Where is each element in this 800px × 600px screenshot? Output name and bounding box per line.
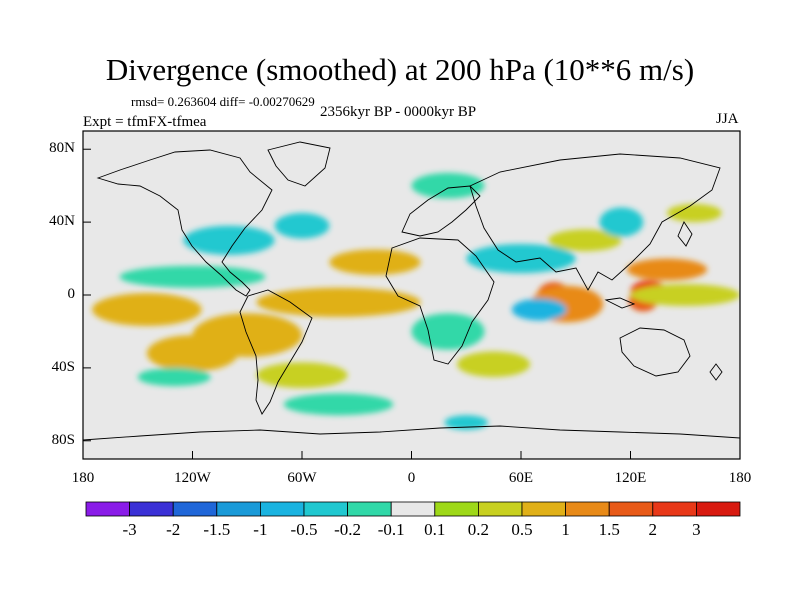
colorbar-swatch [216, 501, 261, 517]
field-region [274, 213, 330, 239]
colorbar-label: 1.5 [598, 520, 620, 539]
field-region [329, 249, 421, 275]
rmsd-diff-stats: rmsd= 0.263604 diff= -0.00270629 [131, 94, 315, 109]
lon-tick-label: 180 [71, 470, 95, 486]
colorbar-label: -2 [166, 520, 181, 539]
colorbar-label: -1.5 [203, 520, 231, 539]
colorbar-swatch [434, 501, 479, 517]
field-region [411, 313, 485, 350]
lon-tick-label: 60W [287, 470, 317, 486]
lat-tick-label: 40S [51, 358, 75, 375]
field-region [466, 243, 576, 274]
lon-tick-label: 120E [614, 470, 647, 486]
field-region [283, 393, 394, 416]
colorbar-label: 0.2 [467, 520, 490, 539]
colorbar-label: 0.5 [511, 520, 533, 539]
field-region [146, 335, 239, 372]
lat-tick-label: 0 [67, 286, 76, 302]
colorbar-label: -0.1 [377, 520, 405, 539]
colorbar-swatch [608, 501, 654, 517]
field-region [667, 203, 722, 223]
colorbar-swatch [172, 501, 218, 517]
colorbar-label: 1 [561, 520, 570, 539]
lat-tick-label: 40N [49, 213, 75, 230]
field-region [411, 172, 485, 199]
field-region [256, 362, 348, 388]
coastlines [83, 141, 740, 441]
field-region [457, 351, 531, 377]
lon-tick-label: 120W [174, 470, 211, 486]
colorbar-swatch [85, 501, 130, 517]
colorbar-swatch [129, 501, 174, 517]
colorbar-label: -1 [253, 520, 268, 539]
field-region [183, 225, 275, 255]
colorbar-label: 0.1 [424, 520, 446, 539]
colorbar [85, 501, 741, 517]
colorbar-swatch [347, 501, 392, 517]
lon-tick-label: 0 [407, 470, 416, 486]
lat-tick-label: 80S [51, 431, 75, 448]
colorbar-swatch [696, 501, 741, 517]
field-region [548, 229, 622, 252]
season-label: JJA [716, 111, 739, 127]
colorbar-label: -3 [122, 520, 137, 539]
colorbar-swatch [390, 501, 436, 517]
colorbar-swatch [477, 501, 523, 517]
lon-tick-label: 60E [508, 470, 534, 486]
colorbar-label: 2 [648, 520, 658, 539]
colorbar-swatch [565, 501, 610, 517]
field-region [137, 367, 211, 387]
experiment-label: Expt = tfmFX-tfmea [83, 114, 207, 130]
field-region [599, 207, 644, 237]
map-title: Divergence (smoothed) at 200 hPa (10**6 … [105, 52, 695, 87]
colorbar-swatch [521, 501, 566, 517]
lat-tick-label: 80N [49, 140, 75, 157]
axis-ticks [82, 148, 741, 459]
time-period-label: 2356kyr BP - 0000kyr BP [320, 104, 477, 120]
field-region [626, 258, 708, 281]
colorbar-label: 3 [692, 520, 701, 539]
colorbar-swatch [259, 501, 305, 517]
field-region [119, 265, 266, 288]
field-region [444, 415, 489, 430]
field-region [256, 287, 421, 317]
field-region [511, 298, 567, 321]
colorbar-label: -0.2 [334, 520, 362, 539]
field-region [630, 284, 740, 306]
colorbar-label: -0.5 [290, 520, 318, 539]
colorbar-swatch [303, 501, 348, 517]
colorbar-swatch [652, 501, 697, 517]
field-region [92, 293, 202, 326]
lon-tick-label: 180 [728, 470, 752, 486]
